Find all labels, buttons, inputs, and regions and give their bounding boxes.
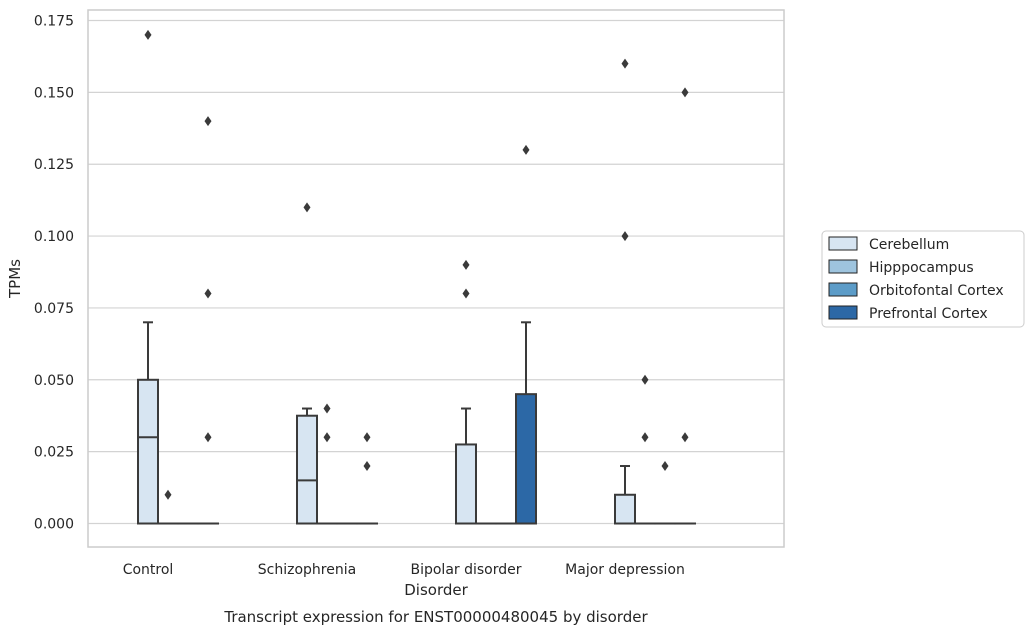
y-tick-label: 0.025 [34, 445, 74, 461]
legend-label: Prefrontal Cortex [869, 306, 988, 322]
y-tick-label: 0.050 [34, 373, 74, 389]
y-tick-label: 0.125 [34, 157, 74, 173]
outlier-point [363, 461, 371, 472]
box-hipppocampus [634, 374, 656, 525]
legend-swatch [828, 236, 858, 251]
box-body [137, 378, 159, 525]
box-hipppocampus [157, 489, 179, 525]
y-tick-label: 0.175 [34, 14, 74, 30]
outlier-point [303, 202, 311, 213]
legend-label: Orbitofontal Cortex [869, 283, 1004, 299]
outlier-point [522, 144, 530, 155]
x-tick-label: Major depression [565, 562, 685, 578]
y-axis-label: TPMs [6, 259, 24, 299]
box-prefrontal-cortex [197, 116, 219, 525]
outlier-point [641, 432, 649, 443]
box-body [455, 443, 477, 525]
plot-frame [87, 9, 785, 548]
outlier-point [204, 288, 212, 299]
outlier-point [144, 29, 152, 40]
x-tick-label: Bipolar disorder [410, 562, 521, 578]
box-cerebellum [455, 259, 477, 525]
legend-swatch [828, 259, 858, 274]
grid-lines [88, 19, 784, 525]
outlier-point [641, 374, 649, 385]
x-tick-labels: Control Schizophrenia Bipolar disorder Majo… [123, 562, 685, 578]
box-cerebellum [137, 29, 159, 525]
box-body [614, 493, 636, 525]
box-cerebellum [614, 58, 636, 525]
box-hipppocampus [316, 403, 338, 525]
legend: Cerebellum Hipppocampus Orbitofontal Corte… [821, 230, 1025, 328]
chart-caption: Transcript expression for ENST0000048004… [223, 608, 648, 626]
outlier-point [363, 432, 371, 443]
y-tick-label: 0.150 [34, 85, 74, 101]
box-prefrontal-cortex [674, 87, 696, 525]
y-tick-label: 0.100 [34, 229, 74, 245]
box-prefrontal-cortex [515, 144, 537, 525]
outlier-point [661, 461, 669, 472]
box-cerebellum [296, 202, 318, 525]
legend-frame [821, 230, 1025, 328]
outlier-point [462, 259, 470, 270]
legend-swatch [828, 282, 858, 297]
x-axis-label: Disorder [404, 581, 468, 599]
outlier-point [681, 432, 689, 443]
box-orbitofontal-cortex [654, 461, 676, 525]
outlier-point [323, 403, 331, 414]
y-tick-label: 0.000 [34, 517, 74, 533]
outlier-point [164, 489, 172, 500]
y-tick-labels: 0.000 0.025 0.050 0.075 0.100 0.125 0.150 0.175 [34, 14, 74, 533]
box-body [296, 414, 318, 525]
box-prefrontal-cortex [356, 432, 378, 525]
y-tick-label: 0.075 [34, 301, 74, 317]
outlier-point [462, 288, 470, 299]
legend-label: Hipppocampus [869, 260, 974, 276]
outlier-point [204, 432, 212, 443]
outlier-point [681, 87, 689, 98]
legend-swatch [828, 305, 858, 320]
outlier-point [204, 116, 212, 127]
legend-label: Cerebellum [869, 237, 949, 253]
x-tick-label: Control [123, 562, 174, 578]
outlier-point [621, 58, 629, 69]
outlier-point [323, 432, 331, 443]
x-tick-label: Schizophrenia [258, 562, 356, 578]
outlier-point [621, 231, 629, 242]
box-layer [137, 29, 696, 525]
box-body [515, 393, 537, 525]
